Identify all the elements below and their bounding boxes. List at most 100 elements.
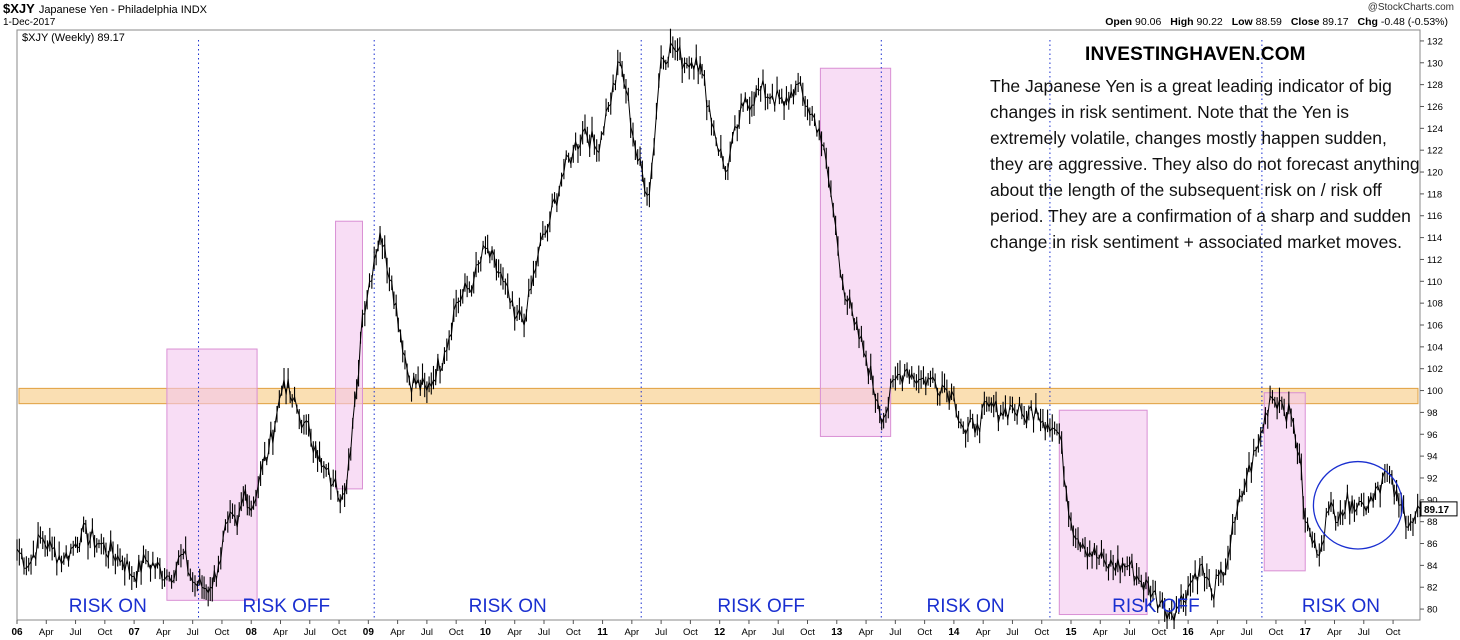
y-tick-label: 110 (1427, 277, 1442, 288)
y-tick-label: 126 (1427, 102, 1443, 113)
x-tick-label: Oct (917, 627, 932, 638)
x-tick-label: Oct (1386, 627, 1401, 638)
exchange-name: Japanese Yen - Philadelphia INDX (38, 4, 207, 16)
highlight-box-4 (1058, 409, 1148, 616)
zone-label-7: RISK ON (1302, 596, 1380, 617)
x-tick-label: 08 (246, 627, 258, 638)
open-value: 90.06 (1135, 16, 1162, 28)
x-tick-label: Apr (507, 627, 522, 638)
x-tick-label: Oct (215, 627, 230, 638)
zone-label-1: RISK ON (69, 596, 147, 617)
x-tick-label: Oct (97, 627, 112, 638)
x-tick-label: Jul (187, 627, 199, 638)
x-tick-label: Oct (1269, 627, 1284, 638)
open-label: Open (1105, 16, 1133, 28)
x-tick-label: Jul (304, 627, 316, 638)
x-tick-label: 06 (11, 627, 23, 638)
x-tick-label: Oct (1034, 627, 1049, 638)
y-tick-label: 96 (1427, 430, 1438, 441)
consolidation-circle-layer (1312, 460, 1404, 550)
x-tick-label: Jul (1358, 627, 1370, 638)
x-tick-label: Jul (69, 627, 81, 638)
low-value: 88.59 (1255, 16, 1282, 28)
price-series-layer (16, 28, 1421, 630)
zone-label-4: RISK OFF (717, 596, 805, 617)
x-tick-label: Oct (800, 627, 815, 638)
zone-label-5: RISK ON (927, 596, 1005, 617)
annotation-text: The Japanese Yen is a great leading indi… (990, 76, 1420, 252)
x-tick-label: Jul (421, 627, 433, 638)
x-tick-label: Apr (156, 627, 171, 638)
y-axis: 80 82 84 86 88 90 92 94 96 98 100 102 104 106 108 110 11… (1420, 36, 1443, 616)
y-tick-label: 132 (1427, 36, 1443, 47)
y-tick-label: 118 (1427, 189, 1442, 200)
x-tick-label: Apr (1327, 627, 1342, 638)
symbol-code: $XJY (3, 1, 35, 16)
y-tick-label: 128 (1427, 80, 1443, 91)
highlight-box-2 (335, 220, 363, 490)
x-tick-label: Oct (449, 627, 464, 638)
x-tick-label: Jul (889, 627, 901, 638)
y-tick-label: 124 (1427, 124, 1443, 135)
x-tick-label: Jul (538, 627, 550, 638)
x-tick-label: 14 (948, 627, 960, 638)
last-price-tag-layer: 89.17 (1420, 501, 1458, 517)
close-value: 89.17 (1322, 16, 1349, 28)
high-value: 90.22 (1196, 16, 1223, 28)
x-tick-label: Apr (742, 627, 757, 638)
x-tick-label: Apr (859, 627, 874, 638)
highlight-box-1 (166, 348, 258, 601)
x-tick-label: 10 (480, 627, 492, 638)
x-tick-label: Jul (1006, 627, 1018, 638)
y-tick-label: 80 (1427, 605, 1438, 616)
resistance-band-layer (18, 387, 1419, 405)
x-tick-label: Jul (655, 627, 667, 638)
y-tick-label: 98 (1427, 408, 1438, 419)
x-tick-label: 11 (597, 627, 608, 638)
x-tick-label: 16 (1183, 627, 1195, 638)
x-tick-label: Oct (332, 627, 347, 638)
chg-value: -0.48 (-0.53%) (1380, 16, 1448, 28)
zone-label-2: RISK OFF (243, 596, 331, 617)
x-tick-label: Apr (273, 627, 288, 638)
x-tick-label: 09 (363, 627, 375, 638)
x-tick-label: Apr (624, 627, 639, 638)
x-tick-label: 13 (831, 627, 843, 638)
close-label: Close (1290, 16, 1320, 28)
x-tick-label: Jul (1123, 627, 1135, 638)
y-tick-label: 106 (1427, 321, 1443, 332)
ohlc-readout: Open 90.06 High 90.22 Low 88.59 Close 89… (1105, 16, 1454, 28)
x-axis: 06 Apr Jul Oct 07 Apr Jul Oct 08 Apr Jul Oct 09 Apr Ju… (11, 620, 1401, 638)
high-label: High (1170, 16, 1194, 28)
symbol-title: $XJY Japanese Yen - Philadelphia INDX (3, 1, 207, 16)
site-watermark: INVESTINGHAVEN.COM (1085, 44, 1306, 65)
x-tick-label: Jul (772, 627, 784, 638)
consolidation-circle (1312, 460, 1404, 550)
x-tick-label: Oct (683, 627, 698, 638)
x-tick-label: 17 (1300, 627, 1312, 638)
y-tick-label: 130 (1427, 58, 1443, 69)
highlight-box-3 (819, 67, 892, 437)
highlight-box-5 (1263, 392, 1306, 572)
x-tick-label: Apr (1093, 627, 1108, 638)
zone-label-3: RISK ON (469, 596, 547, 617)
last-price-tag (1420, 501, 1458, 517)
y-tick-label: 114 (1427, 233, 1442, 244)
x-tick-label: Apr (39, 627, 54, 638)
x-tick-label: Oct (1151, 627, 1166, 638)
copyright-link[interactable]: @StockCharts.com (1367, 2, 1454, 13)
x-tick-label: Oct (566, 627, 581, 638)
y-tick-label: 86 (1427, 539, 1438, 550)
risk-zone-labels: RISK ON RISK OFF RISK ON RISK OFF RISK ON RIS… (69, 596, 1380, 617)
y-tick-label: 122 (1427, 146, 1443, 157)
y-tick-label: 84 (1427, 561, 1438, 572)
x-tick-label: 15 (1065, 627, 1077, 638)
y-tick-label: 92 (1427, 473, 1438, 484)
y-tick-label: 90 (1427, 495, 1438, 506)
highlight-boxes-layer (166, 67, 1306, 616)
price-line (16, 41, 1421, 624)
y-tick-label: 102 (1427, 364, 1443, 375)
x-tick-label: Apr (390, 627, 405, 638)
y-tick-label: 88 (1427, 517, 1438, 528)
